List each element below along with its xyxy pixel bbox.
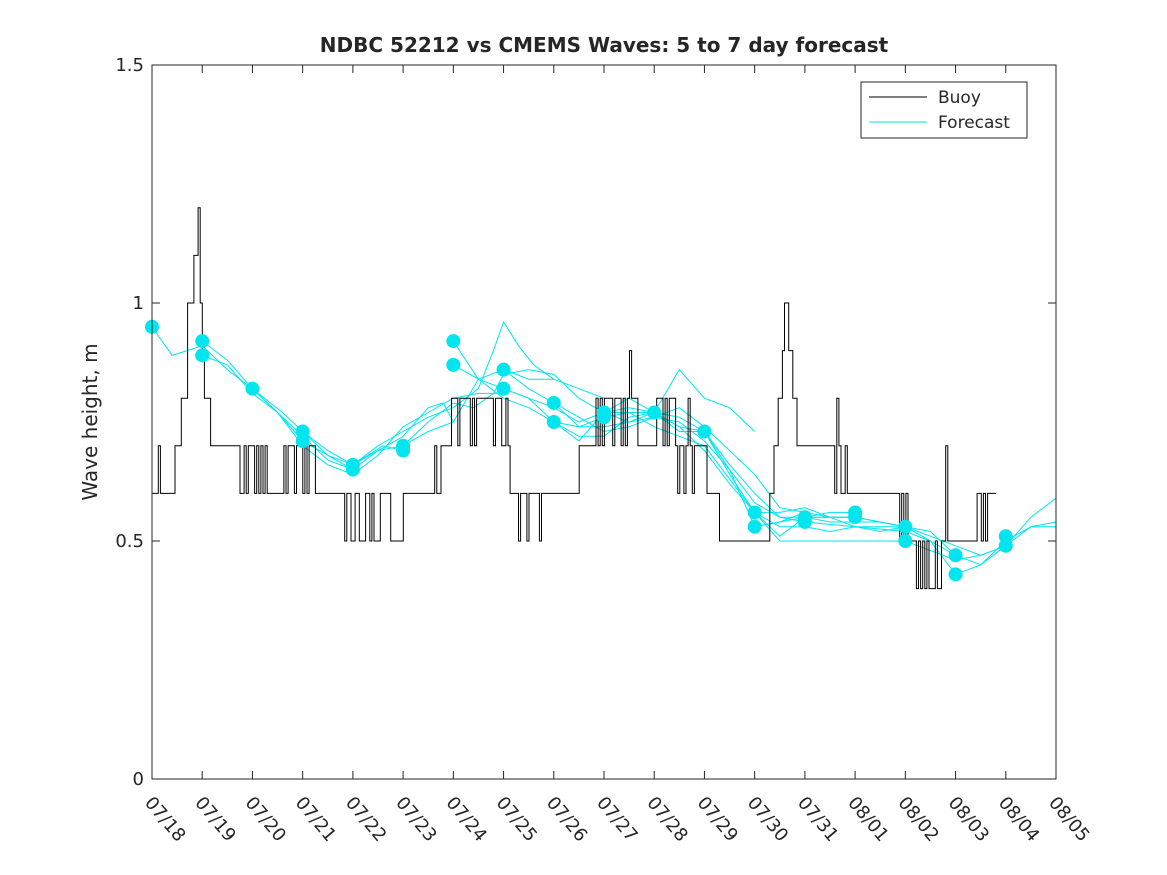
forecast-run-line: [804, 516, 1056, 575]
forecast-marker: [195, 334, 210, 349]
forecast-marker: [848, 510, 863, 525]
forecast-marker: [345, 462, 360, 477]
forecast-run-line: [352, 320, 605, 466]
forecast-marker: [797, 514, 812, 529]
axes-box: [151, 64, 1057, 780]
forecast-marker: [948, 548, 963, 563]
buoy-series-line: [152, 207, 996, 590]
forecast-marker: [747, 505, 762, 520]
y-tick-label: 0: [133, 769, 144, 790]
forecast-marker: [446, 334, 461, 349]
forecast-marker: [496, 362, 511, 377]
forecast-marker: [597, 410, 611, 425]
forecast-marker: [898, 534, 913, 548]
forecast-marker: [898, 519, 913, 534]
forecast-marker: [747, 519, 762, 534]
forecast-marker: [546, 395, 561, 410]
y-tick-label: 1.5: [115, 55, 144, 76]
forecast-marker: [496, 381, 511, 396]
forecast-marker: [195, 348, 210, 363]
forecast-marker: [546, 415, 561, 429]
forecast-marker: [295, 434, 310, 449]
y-tick-label: 0.5: [115, 531, 144, 552]
forecast-marker: [245, 381, 260, 396]
y-axis-label: Wave height, m: [78, 343, 102, 500]
forecast-marker: [647, 405, 662, 420]
forecast-marker: [998, 538, 1013, 553]
chart-title: NDBC 52212 vs CMEMS Waves: 5 to 7 day fo…: [320, 33, 889, 57]
legend: Buoy Forecast: [860, 81, 1028, 139]
forecast-marker: [697, 424, 712, 439]
forecast-marker: [396, 443, 411, 458]
forecast-markers: [145, 319, 1013, 582]
forecast-marker: [948, 567, 963, 582]
y-tick-label: 1: [133, 293, 144, 314]
forecast-marker: [446, 357, 461, 372]
forecast-run-line: [503, 388, 856, 518]
legend-buoy-label: Buoy: [938, 88, 981, 108]
y-axis-ticks: 0 0.5 1 1.5: [115, 55, 1056, 790]
forecast-run-line: [252, 388, 504, 475]
legend-box: [860, 81, 1028, 139]
legend-forecast-label: Forecast: [938, 113, 1010, 133]
